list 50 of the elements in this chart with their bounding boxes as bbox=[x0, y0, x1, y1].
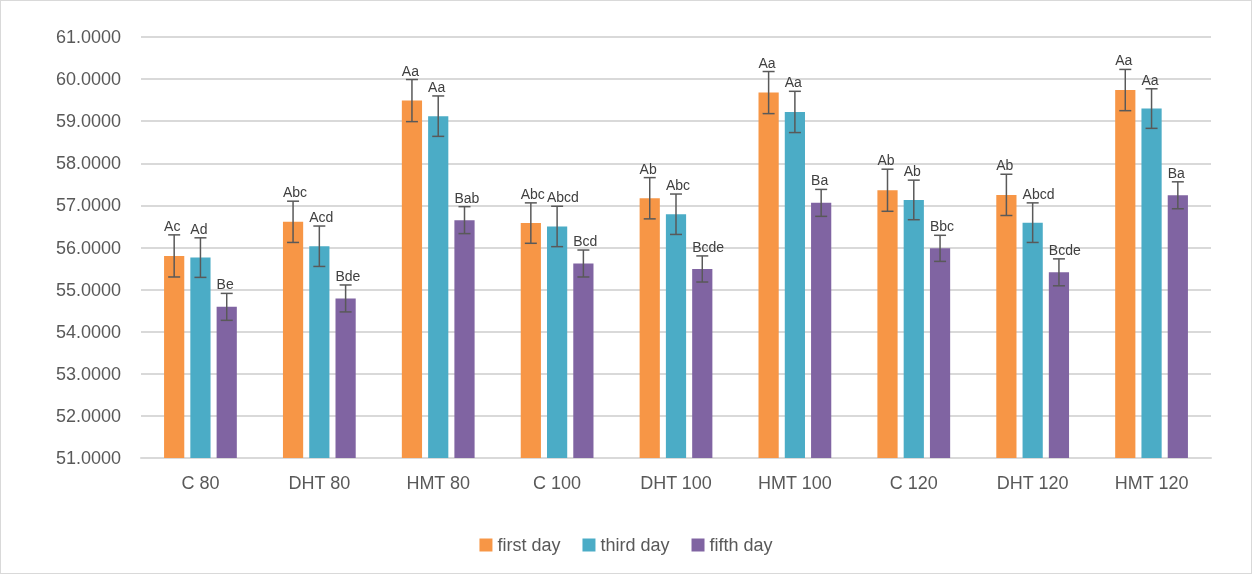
data-label: Acd bbox=[309, 209, 334, 226]
data-label: Abc bbox=[665, 177, 691, 194]
legend-label: first day bbox=[497, 535, 561, 555]
y-tick-label: 59.0000 bbox=[55, 111, 121, 132]
y-tick-label: 55.0000 bbox=[55, 279, 121, 300]
y-tick-label: 60.0000 bbox=[55, 69, 121, 90]
data-label: Abcd bbox=[547, 189, 579, 206]
x-tick-label: C 80 bbox=[181, 473, 220, 493]
x-tick-label: C 120 bbox=[889, 473, 938, 493]
data-label: Bab bbox=[454, 189, 480, 206]
y-tick-label: 61.0000 bbox=[55, 27, 121, 47]
x-tick-label: HMT 120 bbox=[1114, 473, 1189, 493]
data-label: Bcd bbox=[573, 233, 598, 250]
data-label: Ad bbox=[190, 220, 208, 237]
data-label: Be bbox=[216, 276, 234, 293]
y-tick-label: 54.0000 bbox=[55, 321, 121, 342]
legend-label: third day bbox=[600, 535, 670, 555]
data-label: Bcde bbox=[692, 238, 725, 255]
data-label: Abc bbox=[282, 184, 308, 201]
data-label: Aa bbox=[784, 74, 803, 91]
y-tick-label: 53.0000 bbox=[55, 363, 121, 384]
x-tick-label: HMT 80 bbox=[406, 473, 471, 493]
y-tick-label: 52.0000 bbox=[55, 405, 121, 426]
data-label: Ba bbox=[811, 172, 829, 189]
y-tick-label: 56.0000 bbox=[55, 237, 121, 258]
data-label: Aa bbox=[401, 62, 420, 79]
y-tick-label: 58.0000 bbox=[55, 153, 121, 174]
data-label: Abcd bbox=[1022, 185, 1055, 202]
data-label: Ab bbox=[996, 157, 1014, 174]
data-label: Aa bbox=[758, 54, 776, 71]
x-tick-label: DHT 80 bbox=[288, 473, 351, 493]
y-tick-label: 57.0000 bbox=[55, 195, 121, 216]
data-label: Abc bbox=[520, 185, 545, 202]
data-label: Bde bbox=[335, 267, 361, 284]
data-label: Ab bbox=[903, 163, 922, 180]
x-tick-label: HMT 100 bbox=[758, 473, 832, 493]
x-tick-label: DHT 100 bbox=[640, 473, 712, 493]
data-label: Ab bbox=[877, 152, 895, 169]
x-tick-label: C 100 bbox=[533, 473, 582, 493]
y-tick-label: 51.0000 bbox=[55, 448, 121, 468]
data-label: Aa bbox=[1115, 52, 1133, 69]
data-label: Bbc bbox=[929, 218, 955, 235]
data-label: Ac bbox=[164, 217, 181, 234]
data-label: Aa bbox=[1141, 71, 1159, 88]
data-label: Aa bbox=[428, 78, 446, 95]
data-label: Bcde bbox=[1048, 241, 1081, 258]
data-label: Ba bbox=[1167, 164, 1186, 181]
data-label: Ab bbox=[639, 160, 657, 177]
legend-label: fifth day bbox=[709, 535, 773, 555]
x-tick-label: DHT 120 bbox=[996, 473, 1069, 493]
